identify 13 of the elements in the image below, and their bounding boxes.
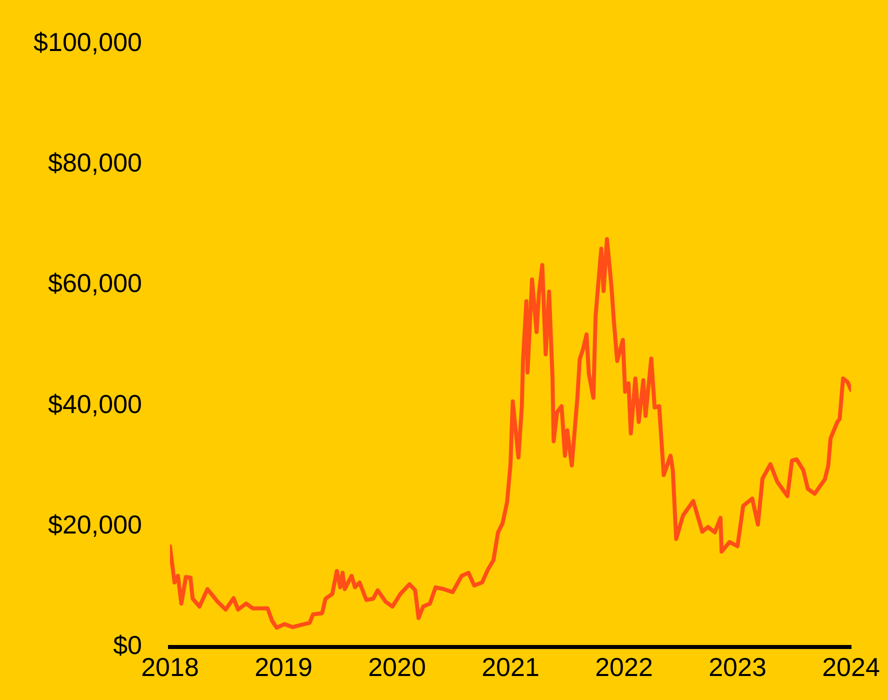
x-tick-label: 2018 <box>141 652 199 682</box>
x-tick-label: 2020 <box>368 652 426 682</box>
y-tick-label: $80,000 <box>48 147 142 178</box>
x-tick-label: 2024 <box>822 652 880 682</box>
y-tick-label: $40,000 <box>48 388 142 419</box>
x-tick-label: 2022 <box>595 652 653 682</box>
y-tick-label: $0 <box>113 630 142 660</box>
y-tick-label: $100,000 <box>34 26 142 57</box>
x-tick-label: 2021 <box>482 652 540 682</box>
x-tick-label: 2019 <box>254 652 312 682</box>
y-tick-label: $20,000 <box>48 509 142 540</box>
y-tick-label: $60,000 <box>48 268 142 298</box>
x-tick-label: 2023 <box>708 652 766 682</box>
